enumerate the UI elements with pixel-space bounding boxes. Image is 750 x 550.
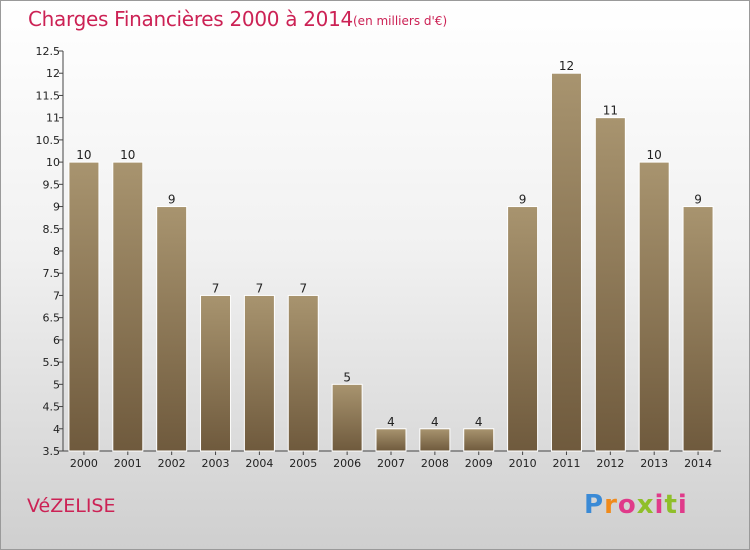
bar: [375, 428, 407, 452]
bar-value-label: 7: [299, 281, 307, 295]
x-tick-label: 2011: [552, 457, 580, 470]
logo-letter: t: [664, 490, 678, 520]
y-tick-label: 12.5: [36, 45, 61, 58]
bar: [331, 383, 363, 452]
bar: [200, 294, 232, 452]
x-tick-label: 2003: [202, 457, 230, 470]
y-tick-label: 7: [53, 289, 60, 302]
x-tick-label: 2010: [509, 457, 537, 470]
logo-letter: i: [677, 490, 688, 520]
y-tick-label: 7.5: [43, 267, 61, 280]
x-tick-label: 2007: [377, 457, 405, 470]
bar: [682, 206, 714, 452]
x-tick-label: 2004: [245, 457, 273, 470]
y-tick-label: 10: [46, 156, 60, 169]
y-tick-label: 6: [53, 334, 60, 347]
value-labels: 10 10 9 7 7 7 5 4 4 4 9 12 11 10 9: [76, 59, 702, 429]
bar-value-label: 5: [343, 370, 351, 384]
y-tick-label: 6.5: [43, 312, 61, 325]
logo-letter: o: [617, 490, 637, 520]
bar: [287, 294, 319, 452]
bar: [243, 294, 275, 452]
commune-name: VéZELISE: [27, 495, 116, 517]
axes: 3.5 4 4.5 5 5.5 6 6.5 7 7.5 8 8.5 9 9.5 10 10.5 11 11.5 1…: [36, 45, 721, 470]
bar: [550, 72, 582, 452]
bar-value-label: 9: [168, 193, 176, 207]
chart-subtitle: (en milliers d'€): [353, 14, 448, 28]
y-tick-label: 5: [53, 378, 60, 391]
bar: [156, 206, 188, 452]
bar-value-label: 10: [120, 148, 135, 162]
y-tick-label: 8: [53, 245, 60, 258]
logo-letter: i: [654, 490, 665, 520]
bar: [638, 161, 670, 452]
y-tick-label: 8.5: [43, 223, 61, 236]
logo-letter: P: [584, 490, 605, 520]
bar-value-label: 10: [76, 148, 91, 162]
x-tick-label: 2001: [114, 457, 142, 470]
bar-value-label: 7: [212, 281, 220, 295]
proxiti-logo: Proxiti: [584, 490, 688, 520]
bar-value-label: 10: [647, 148, 662, 162]
bar: [463, 428, 495, 452]
y-tick-label: 4: [53, 423, 60, 436]
y-tick-label: 11: [46, 112, 60, 125]
y-tick-label: 9.5: [43, 178, 61, 191]
bar-value-label: 7: [256, 281, 264, 295]
bar-value-label: 12: [559, 59, 574, 73]
bar-value-label: 4: [475, 415, 483, 429]
bar: [507, 206, 539, 452]
x-tick-label: 2008: [421, 457, 449, 470]
x-tick-label: 2005: [289, 457, 317, 470]
x-tick-label: 2009: [465, 457, 493, 470]
y-tick-label: 11.5: [36, 89, 61, 102]
y-tick-label: 9: [53, 201, 60, 214]
chart-title: Charges Financières 2000 à 2014: [28, 7, 353, 31]
logo-letter: x: [636, 490, 655, 520]
bar: [594, 117, 626, 452]
x-tick-label: 2012: [596, 457, 624, 470]
x-tick-label: 2002: [158, 457, 186, 470]
y-tick-label: 10.5: [36, 134, 61, 147]
bar-value-label: 9: [519, 193, 527, 207]
x-tick-label: 2006: [333, 457, 361, 470]
logo-letter: r: [604, 490, 618, 520]
y-tick-label: 5.5: [43, 356, 61, 369]
bar: [112, 161, 144, 452]
y-tick-label: 3.5: [43, 445, 61, 458]
bar-value-label: 11: [603, 104, 618, 118]
bar: [419, 428, 451, 452]
x-tick-label: 2000: [70, 457, 98, 470]
y-tick-label: 12: [46, 67, 60, 80]
bar-value-label: 9: [694, 193, 702, 207]
bar-value-label: 4: [387, 415, 395, 429]
y-tick-label: 4.5: [43, 401, 61, 414]
x-tick-label: 2013: [640, 457, 668, 470]
bars: [68, 72, 714, 452]
bar-value-label: 4: [431, 415, 439, 429]
bar: [68, 161, 100, 452]
x-tick-label: 2014: [684, 457, 712, 470]
